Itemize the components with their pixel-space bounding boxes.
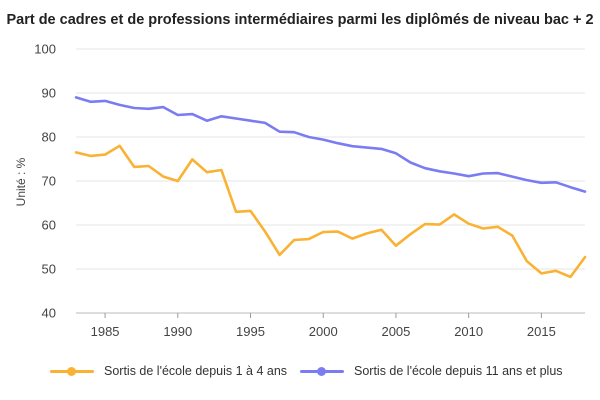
legend-item-series-1[interactable]: Sortis de l'école depuis 1 à 4 ans	[50, 361, 287, 381]
y-tick-label: 50	[42, 262, 56, 277]
x-tick-label: 1990	[163, 324, 192, 339]
legend-swatch-series-1	[50, 361, 94, 381]
y-axis-title: Unité : %	[14, 157, 28, 206]
y-tick-label: 70	[42, 174, 56, 189]
x-tick-label: 2000	[309, 324, 338, 339]
x-tick-label: 1985	[91, 324, 120, 339]
chart-title: Part de cadres et de professions intermé…	[6, 12, 594, 28]
grid-lines	[76, 48, 585, 314]
legend: Sortis de l'école depuis 1 à 4 ans Sorti…	[0, 361, 600, 381]
series-layer	[74, 96, 587, 279]
x-tick-label: 1995	[236, 324, 265, 339]
x-tick-label: 2005	[381, 324, 410, 339]
legend-label-series-1: Sortis de l'école depuis 1 à 4 ans	[104, 364, 288, 378]
y-tick-label: 100	[34, 42, 56, 57]
x-tick-label: 2015	[527, 324, 556, 339]
y-tick-label: 60	[42, 218, 56, 233]
series-line-2	[74, 96, 587, 193]
legend-label-series-2: Sortis de l'école depuis 11 ans et plus	[354, 364, 563, 378]
y-tick-label: 90	[42, 86, 56, 101]
y-tick-label: 80	[42, 130, 56, 145]
legend-item-series-2[interactable]: Sortis de l'école depuis 11 ans et plus	[300, 361, 563, 381]
series-line-1	[74, 144, 587, 279]
y-tick-label: 40	[42, 306, 56, 321]
axes: 40 50 60 70 80 90 100 1985 1990 1995 2000 2005 2010 2…	[34, 42, 556, 340]
x-tick-label: 2010	[454, 324, 483, 339]
legend-swatch-series-2	[300, 361, 344, 381]
